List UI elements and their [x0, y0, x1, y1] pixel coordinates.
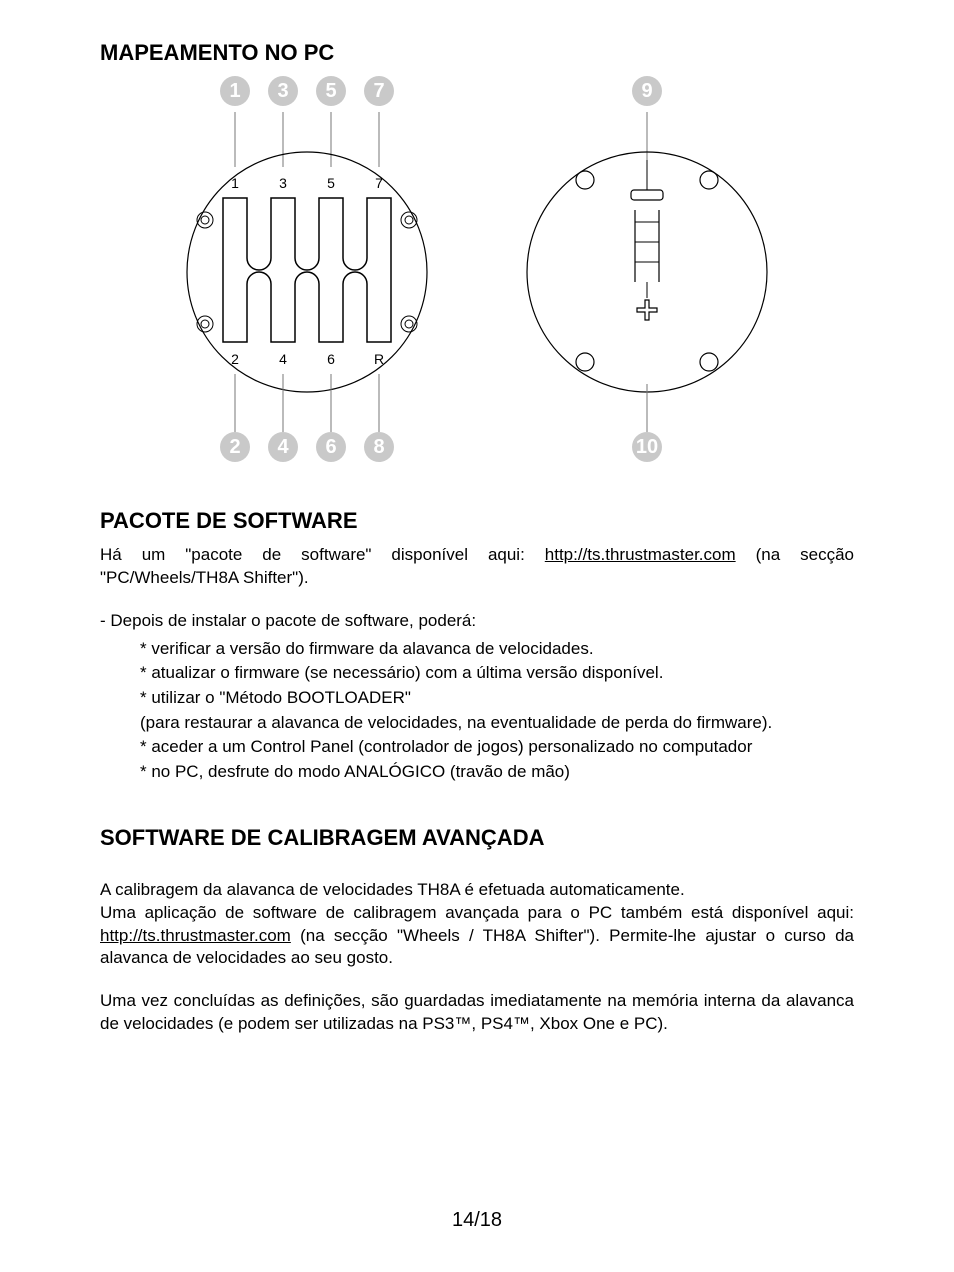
gate-label-4: 4 — [279, 351, 287, 367]
bullet-3: * utilizar o "Método BOOTLOADER" — [140, 686, 854, 711]
badge-6: 6 — [316, 432, 346, 462]
bullet-5: * no PC, desfrute do modo ANALÓGICO (tra… — [140, 760, 854, 785]
after-install-intro: - Depois de instalar o pacote de softwar… — [100, 610, 854, 633]
badge-7: 7 — [364, 76, 394, 106]
heading-calibration: SOFTWARE DE CALIBRAGEM AVANÇADA — [100, 825, 854, 851]
page: MAPEAMENTO NO PC 1 3 5 7 — [0, 0, 954, 1272]
software-paragraph: Há um "pacote de software" disponível aq… — [100, 544, 854, 590]
badge-5: 5 — [316, 76, 346, 106]
badge-3: 3 — [268, 76, 298, 106]
calib-para-2: Uma aplicação de software de calibragem … — [100, 902, 854, 971]
bullet-4: * aceder a um Control Panel (controlador… — [140, 735, 854, 760]
software-pre: Há um "pacote de software" disponível aq… — [100, 545, 545, 564]
h-shifter-column: 1 3 5 7 — [167, 76, 447, 468]
software-link[interactable]: http://ts.thrustmaster.com — [545, 545, 736, 564]
gate-label-5: 5 — [327, 175, 335, 191]
badge-row-bottom-right: 10 — [632, 432, 662, 462]
badge-2: 2 — [220, 432, 250, 462]
h-shifter-diagram: 1 3 5 7 2 4 6 R — [167, 112, 447, 432]
seq-shifter-column: 9 — [507, 76, 787, 468]
badge-9: 9 — [632, 76, 662, 106]
calib-link[interactable]: http://ts.thrustmaster.com — [100, 926, 291, 945]
badge-4: 4 — [268, 432, 298, 462]
heading-mapping: MAPEAMENTO NO PC — [100, 40, 854, 66]
diagram-area: 1 3 5 7 — [100, 76, 854, 468]
bullet-list: * verificar a versão do firmware da alav… — [140, 637, 854, 785]
gate-label-6: 6 — [327, 351, 335, 367]
badge-8: 8 — [364, 432, 394, 462]
heading-software: PACOTE DE SOFTWARE — [100, 508, 854, 534]
gate-label-2: 2 — [231, 351, 239, 367]
gate-label-7: 7 — [375, 175, 383, 191]
seq-shifter-diagram — [507, 112, 787, 432]
gate-label-1: 1 — [231, 175, 239, 191]
badge-row-top-right: 9 — [632, 76, 662, 106]
calib-para-3: Uma vez concluídas as definições, são gu… — [100, 990, 854, 1036]
calib-para-1: A calibragem da alavanca de velocidades … — [100, 879, 854, 902]
bullet-1: * verificar a versão do firmware da alav… — [140, 637, 854, 662]
badge-row-top-left: 1 3 5 7 — [220, 76, 394, 106]
gate-label-3: 3 — [279, 175, 287, 191]
bullet-3b: (para restaurar a alavanca de velocidade… — [140, 711, 854, 736]
gate-label-R: R — [374, 351, 384, 367]
badge-1: 1 — [220, 76, 250, 106]
bullet-2: * atualizar o firmware (se necessário) c… — [140, 661, 854, 686]
badge-10: 10 — [632, 432, 662, 462]
badge-row-bottom-left: 2 4 6 8 — [220, 432, 394, 462]
calib-pre: Uma aplicação de software de calibragem … — [100, 903, 854, 922]
page-number: 14/18 — [0, 1209, 954, 1232]
